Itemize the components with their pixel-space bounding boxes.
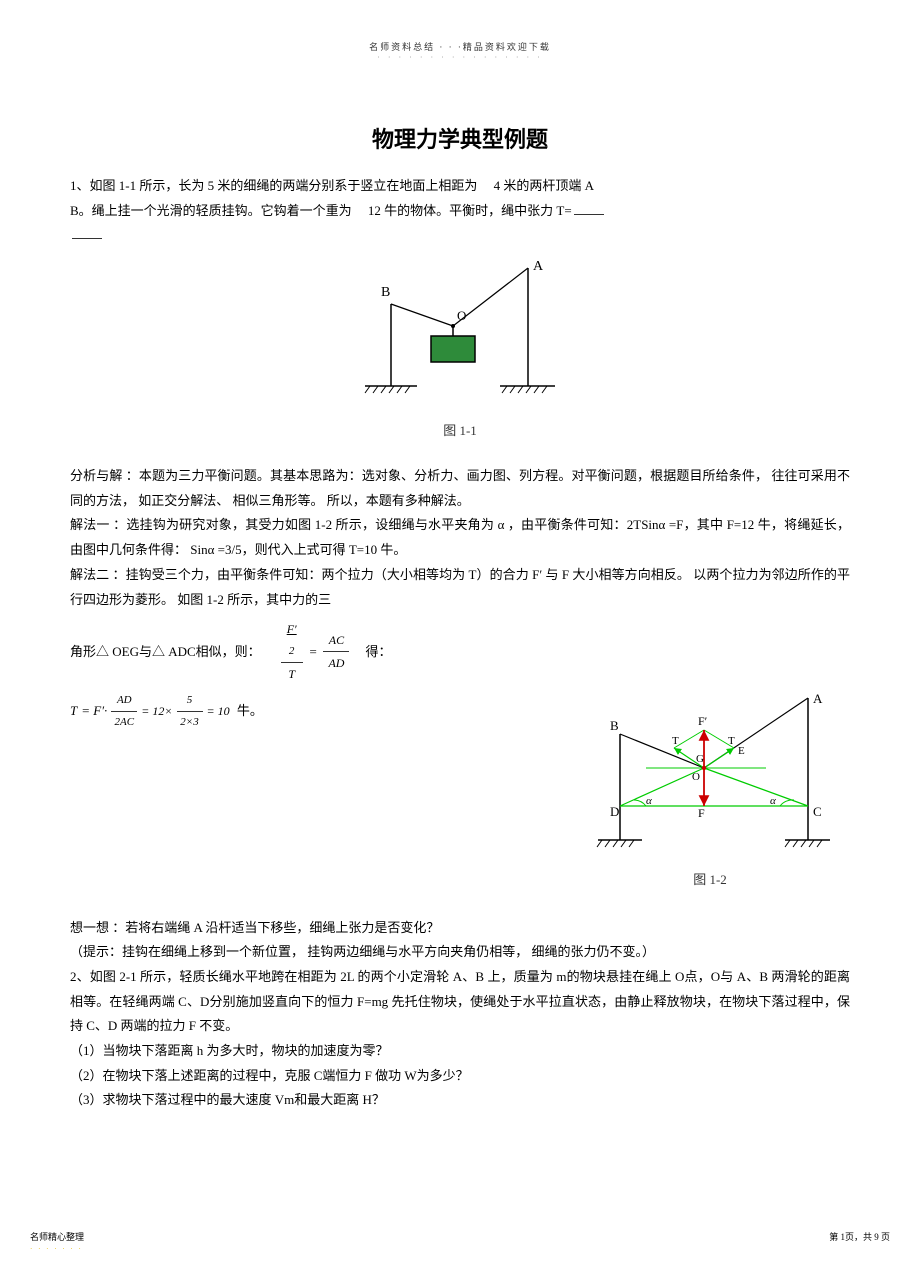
svg-text:α: α [770,795,776,807]
formula1-numleft: F′ [287,618,297,641]
analysis-p3: 解法二 ：挂钩受三个力，由平衡条件可知：两个拉力（大小相等均为 T）的合力 F′… [70,563,850,612]
svg-text:A: A [813,691,823,706]
p2-q1: （1）当物块下落距离 h 为多大时，物块的加速度为零？ [70,1039,850,1064]
formula2-eq2: = 12× [141,700,172,723]
answer-blank [574,214,604,215]
formula2-expr: = F′· [81,699,107,724]
formula2-T: T [70,699,77,724]
formula1-numright: AC [329,629,344,652]
figure-1-2-caption: 图 1-2 [570,869,850,888]
figure-1-1: B A O 图 1-1 [70,256,850,439]
p2-p1: 2、如图 2-1 所示，轻质长绳水平地跨在相距为 2L 的两个小定滑轮 A、B … [70,965,850,1039]
footer-right: 第 1页，共 9 页 [829,1230,890,1243]
header-line1: 名师资料总结 · · ·精品资料欢迎下载 [70,40,850,53]
svg-text:F′: F′ [698,714,708,728]
think-p1: 想一想 ：若将右端绳 A 沿杆适当下移些，细绳上张力是否变化？ [70,916,850,941]
formula2-num2: 5 [187,690,193,711]
figure-1-1-svg: B A O [345,256,575,411]
answer-blank-2 [72,238,102,239]
svg-text:α: α [646,795,652,807]
svg-text:T: T [672,735,679,747]
p1-line2b: 12 牛的物体。平衡时，绳中张力 T= [368,203,572,218]
figure-1-2-svg: B A D C F′ F E G O T T α α [570,690,850,860]
figure-1-1-caption: 图 1-1 [70,420,850,439]
svg-text:O: O [457,308,466,323]
header-dots: · · · · · · · · · · · · · · · · [70,53,850,62]
analysis-block: 分析与解 ：本题为三力平衡问题。其基本思路为：选对象、分析力、画力图、列方程。对… [70,464,850,612]
formula2-eq3: = 10 [207,700,230,723]
svg-text:G: G [696,753,704,765]
think-p2: （提示：挂钩在细绳上移到一个新位置， 挂钩两边细绳与水平方向夹角仍相等， 细绳的… [70,940,850,965]
formula2-unit: 牛。 [237,703,263,718]
formula2-den1: 2AC [111,711,137,733]
p2-q3: （3）求物块下落过程中的最大速度 Vm和最大距离 H？ [70,1088,850,1113]
svg-text:O: O [692,771,700,783]
p2-q2: （2）在物块下落上述距离的过程中，克服 C端恒力 F 做功 W为多少？ [70,1064,850,1089]
svg-text:D: D [610,804,619,819]
formula1-denleft: T [281,662,303,686]
svg-text:C: C [813,804,822,819]
formula1-denright: AD [323,651,349,675]
formula-2-block: T = F′· AD 2AC = 12× 5 2×3 = 10 牛。 [70,690,540,733]
formula1-suffix: 得： [365,640,391,665]
svg-text:E: E [738,745,745,757]
problem-2-text: 2、如图 2-1 所示，轻质长绳水平地跨在相距为 2L 的两个小定滑轮 A、B … [70,965,850,1113]
think-block: 想一想 ：若将右端绳 A 沿杆适当下移些，细绳上张力是否变化？ （提示：挂钩在细… [70,916,850,965]
footer-left: 名师精心整理 [30,1230,84,1243]
svg-text:T: T [728,735,735,747]
svg-text:F: F [698,806,705,820]
svg-text:A: A [533,259,544,274]
formula1-numleft-2: 2 [289,641,295,662]
analysis-p1: 分析与解 ：本题为三力平衡问题。其基本思路为：选对象、分析力、画力图、列方程。对… [70,464,850,513]
document-title: 物理力学典型例题 [70,122,850,154]
footer-left-dots: · · · · · · · [30,1245,83,1253]
formula1-prefix: 角形△ OEG与△ ADC相似，则： [70,640,261,665]
formula-row-1: 角形△ OEG与△ ADC相似，则： F′ 2 T = AC AD 得： [70,618,850,685]
formula1-eq: = [309,640,318,665]
analysis-p2: 解法一 ：选挂钩为研究对象，其受力如图 1-2 所示，设细绳与水平夹角为 α ，… [70,513,850,562]
figure-1-2: B A D C F′ F E G O T T α α 图 1-2 [570,690,850,888]
problem-1-text: 1、如图 1-1 所示，长为 5 米的细绳的两端分别系于竖立在地面上相距为 4 … [70,174,850,248]
p1-line1b: 4 米的两杆顶端 A [494,178,594,193]
formula2-den2: 2×3 [177,711,203,733]
formula2-num1: AD [117,690,132,711]
p1-line2a: B。绳上挂一个光滑的轻质挂钩。它钩着一个重为 [70,203,352,218]
svg-text:B: B [381,285,390,300]
svg-text:B: B [610,718,619,733]
p1-line1a: 1、如图 1-1 所示，长为 5 米的细绳的两端分别系于竖立在地面上相距为 [70,178,477,193]
